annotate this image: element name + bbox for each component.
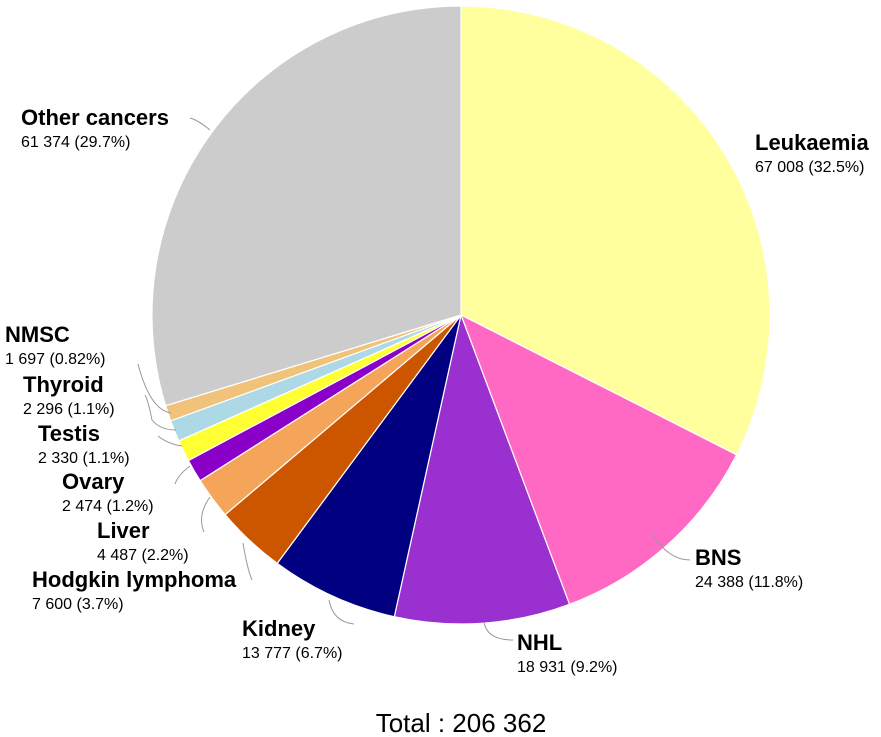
slice-label-value: 61 374 (29.7%) (21, 134, 130, 151)
leader-line (144, 394, 177, 431)
slice-label-value: 2 330 (1.1%) (38, 450, 130, 467)
slice-label-name: Other cancers (21, 105, 169, 130)
slice-label-name: NMSC (5, 322, 70, 347)
slice-label-value: 2 296 (1.1%) (23, 401, 115, 418)
slice-label-value: 67 008 (32.5%) (755, 159, 864, 176)
slice-label-name: Testis (38, 421, 100, 446)
slice-label-value: 24 388 (11.8%) (695, 574, 803, 591)
leader-line (189, 117, 211, 131)
slice-label-value: 2 474 (1.2%) (62, 498, 154, 515)
slice-label-name: Leukaemia (755, 130, 869, 155)
pie-slice-kidney (276, 314, 462, 618)
slice-label-name: NHL (517, 630, 562, 655)
pie-slice-bns (459, 313, 738, 606)
leader-line (328, 599, 355, 625)
leader-lines (137, 117, 691, 641)
pie-slice-other-cancers (151, 5, 462, 407)
slice-label-value: 1 697 (0.82%) (5, 351, 106, 368)
slice-label-name: Thyroid (23, 372, 104, 397)
pie-slices (151, 5, 771, 625)
leader-line (201, 496, 211, 533)
slice-label-name: Hodgkin lymphoma (32, 567, 237, 592)
slice-label-value: 7 600 (3.7%) (32, 596, 124, 613)
slice-label-name: Ovary (62, 469, 125, 494)
leader-line (242, 542, 253, 581)
leader-line (651, 532, 691, 561)
leader-line (137, 363, 172, 414)
slice-labels: Leukaemia 67 008 (32.5%) BNS 24 388 (11.8%)… (5, 105, 869, 676)
slice-label-value: 13 777 (6.7%) (242, 645, 343, 662)
slice-label-name: Kidney (242, 616, 316, 641)
slice-label-value: 18 931 (9.2%) (517, 659, 618, 676)
leader-line (174, 465, 191, 485)
leader-line (157, 435, 183, 447)
slice-label-name: Liver (97, 518, 150, 543)
slice-label-name: BNS (695, 545, 741, 570)
pie-slice-leukaemia (460, 5, 771, 456)
leader-line (483, 621, 514, 641)
total-label: Total : 206 362 (376, 708, 547, 737)
slice-label-value: 4 487 (2.2%) (97, 547, 189, 564)
pie-slice-nhl (393, 312, 571, 625)
